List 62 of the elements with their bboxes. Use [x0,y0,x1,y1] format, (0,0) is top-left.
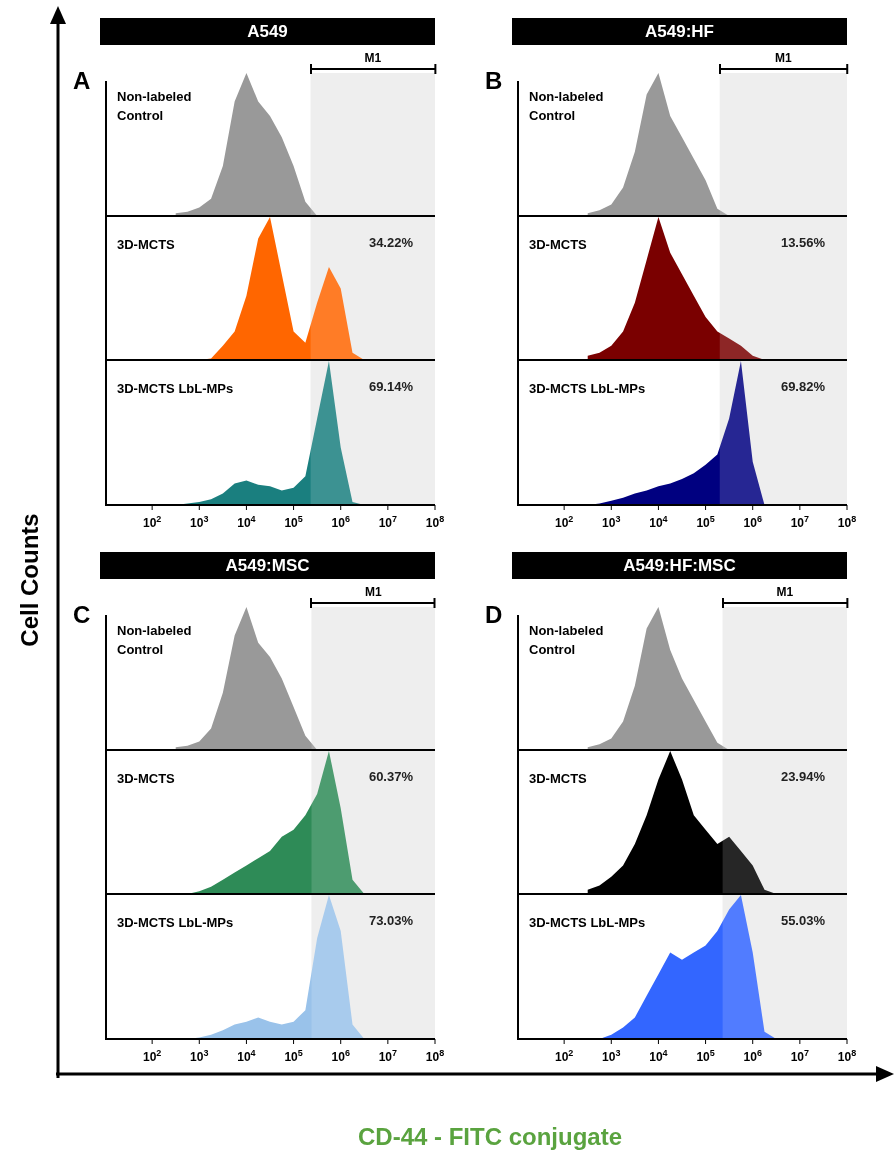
text: 3D-MCTS LbL-MPs [117,380,235,398]
annotation: 60.37% [368,769,413,784]
x-tick-label: 10$^{5}$ [696,1048,715,1064]
x-tick-label: 10$^{3}$ [190,514,209,530]
text: Cell Counts [16,513,44,647]
text: Non-labeled Control [117,88,193,125]
x-tick-label: 10$^{6}$ [743,1048,762,1064]
band-label: M1 [363,51,383,65]
x-tick-label: 10$^{5}$ [284,1048,303,1064]
annotation: 73.03% [368,913,413,928]
x-tick-label: 10$^{7}$ [790,514,810,530]
x-tick-label: 10$^{4}$ [649,1048,668,1064]
x-tick-label: 10$^{7}$ [790,1048,810,1064]
text: 3D-MCTS LbL-MPs [529,914,647,932]
x-tick-label: 10$^{6}$ [331,514,350,530]
x-tick-label: 10$^{2}$ [142,514,162,530]
text: 3D-MCTS [117,770,176,788]
text: 3D-MCTS [117,236,176,254]
text: CD-44 - FITC conjugate [357,1123,623,1151]
text: D [485,601,503,629]
band-label: M1 [363,585,383,599]
text: 3D-MCTS [529,770,588,788]
x-tick-label: 10$^{2}$ [142,1048,162,1064]
chart-title: A549:HF:MSC [512,552,847,579]
x-tick-label: 10$^{5}$ [696,514,715,530]
chart-title: A549 [100,18,435,45]
x-tick-label: 10$^{6}$ [331,1048,350,1064]
chart-title: A549:HF [512,18,847,45]
text: 3D-MCTS LbL-MPs [117,914,235,932]
x-tick-label: 10$^{3}$ [190,1048,209,1064]
text: B [485,67,503,95]
text: Non-labeled Control [529,622,605,659]
text: A [73,67,91,95]
text: Non-labeled Control [529,88,605,125]
x-tick-label: 10$^{2}$ [554,1048,574,1064]
x-tick-label: 10$^{4}$ [237,514,256,530]
x-tick-label: 10$^{7}$ [378,514,398,530]
x-tick-label: 10$^{2}$ [554,514,574,530]
band-label: M1 [775,585,795,599]
annotation: 23.94% [780,769,825,784]
x-tick-label: 10$^{4}$ [649,514,668,530]
text: Non-labeled Control [117,622,193,659]
text: 3D-MCTS [529,236,588,254]
annotation: 13.56% [780,235,825,250]
x-tick-label: 10$^{8}$ [425,514,445,530]
x-tick-label: 10$^{3}$ [602,1048,621,1064]
x-tick-label: 10$^{7}$ [378,1048,398,1064]
annotation: 55.03% [780,913,825,928]
x-tick-label: 10$^{4}$ [237,1048,256,1064]
x-tick-label: 10$^{8}$ [837,1048,857,1064]
text: C [73,601,91,629]
x-tick-label: 10$^{6}$ [743,514,762,530]
annotation: 34.22% [368,235,413,250]
x-tick-label: 10$^{8}$ [837,514,857,530]
x-tick-label: 10$^{5}$ [284,514,303,530]
band-label: M1 [774,51,793,65]
chart-title: A549:MSC [100,552,435,579]
annotation: 69.14% [368,379,413,394]
x-tick-label: 10$^{3}$ [602,514,621,530]
text: 3D-MCTS LbL-MPs [529,380,647,398]
annotation: 69.82% [780,379,825,394]
x-tick-label: 10$^{8}$ [425,1048,445,1064]
